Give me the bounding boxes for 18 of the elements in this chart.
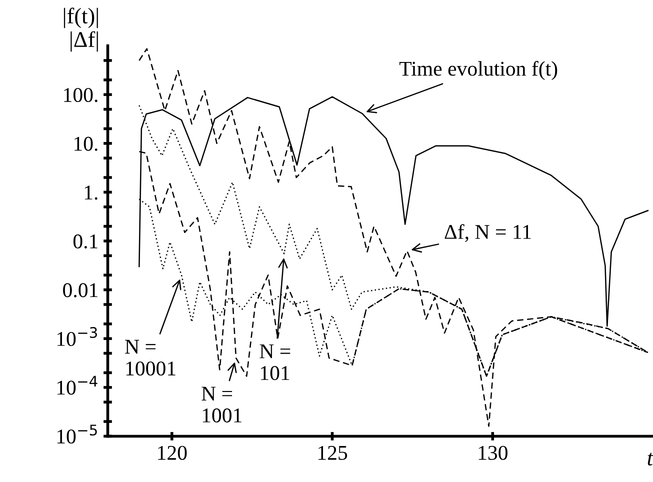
annotation: Δf, N = 11 [444, 224, 531, 242]
x-axis-title: t [648, 452, 653, 466]
y-tick-label: 10$^{−4}$ [57, 376, 98, 395]
x-tick-label: 130 [478, 446, 508, 460]
annotation: N = 1001 [202, 386, 242, 422]
y-tick-label: 10$^{−3}$ [57, 327, 97, 346]
y-tick-label: 100. [64, 88, 98, 102]
x-tick-label: 125 [318, 446, 348, 460]
y-axis-title: |f(t)| |Δf| [64, 8, 98, 52]
annotation: N = 10001 [125, 340, 176, 376]
annotation: N = 101 [260, 344, 290, 380]
y-tick-label: 0.01 [63, 283, 98, 298]
y-tick-label: 1. [84, 186, 98, 200]
y-tick-label: 0.1 [73, 234, 98, 249]
annotation: Time evolution f(t) [399, 60, 558, 80]
y-tick-label: 10$^{−5}$ [57, 424, 97, 444]
x-tick-label: 120 [158, 446, 187, 460]
y-tick-label: 10. [74, 136, 98, 151]
